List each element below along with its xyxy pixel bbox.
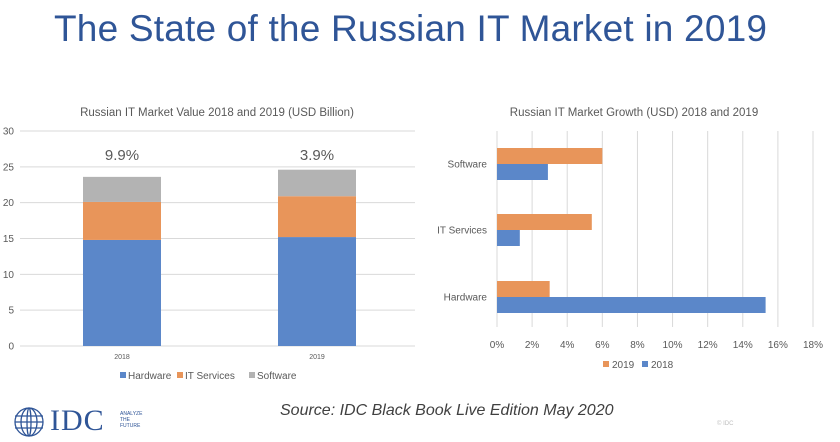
bar-software-2018 (83, 176, 161, 202)
legend-swatch (642, 361, 648, 367)
y-tick-label: 20 (3, 198, 15, 209)
market-growth-chart: Russian IT Market Growth (USD) 2018 and … (437, 107, 823, 371)
x-tick-label: 6% (595, 340, 610, 351)
bar-2018-software (497, 164, 548, 180)
y-tick-label: 30 (3, 127, 15, 138)
x-tick-label: 14% (733, 340, 753, 351)
bar-2019-software (497, 148, 603, 164)
idc-logo-text: IDC (50, 404, 105, 437)
x-tick-label: 2018 (114, 354, 130, 361)
bar-it-services-2018 (83, 201, 161, 240)
x-tick-label: 4% (560, 340, 575, 351)
idc-logo-globe-icon (14, 407, 44, 437)
y-tick-label: 25 (3, 162, 15, 173)
copyright-text: © IDC (717, 421, 734, 427)
x-tick-label: 0% (490, 340, 505, 351)
x-tick-label: 16% (768, 340, 788, 351)
y-tick-label: 0 (8, 342, 14, 353)
legend-label: 2019 (612, 360, 635, 371)
y-category-label: Software (448, 160, 488, 171)
x-tick-label: 8% (630, 340, 645, 351)
bar-hardware-2019 (278, 237, 356, 346)
x-tick-label: 10% (663, 340, 683, 351)
legend-swatch (177, 372, 183, 378)
y-category-label: IT Services (437, 226, 487, 237)
legend-swatch (603, 361, 609, 367)
bar-2019-it-services (497, 214, 592, 230)
bar-software-2019 (278, 169, 356, 197)
bar-hardware-2018 (83, 239, 161, 346)
bar-2019-hardware (497, 281, 550, 297)
chart-title: Russian IT Market Value 2018 and 2019 (U… (80, 107, 354, 119)
bar-2018-hardware (497, 297, 766, 313)
logo-tagline: ANALYZE THE FUTURE (120, 411, 143, 429)
y-tick-label: 15 (3, 234, 15, 245)
growth-annotation: 9.9% (105, 147, 139, 164)
y-tick-label: 5 (8, 306, 14, 317)
page-title: The State of the Russian IT Market in 20… (54, 8, 768, 49)
legend-swatch (249, 372, 255, 378)
y-category-label: Hardware (444, 293, 488, 304)
legend-label: 2018 (651, 360, 674, 371)
bar-it-services-2019 (278, 196, 356, 238)
legend-label: Software (257, 371, 297, 382)
chart-title: Russian IT Market Growth (USD) 2018 and … (510, 107, 758, 119)
market-value-chart: Russian IT Market Value 2018 and 2019 (U… (3, 107, 415, 382)
growth-annotation: 3.9% (300, 147, 334, 164)
source-caption: Source: IDC Black Book Live Edition May … (280, 402, 614, 419)
legend-label: IT Services (185, 371, 235, 382)
x-tick-label: 2019 (309, 354, 325, 361)
legend-label: Hardware (128, 371, 172, 382)
y-tick-label: 10 (3, 270, 15, 281)
x-tick-label: 18% (803, 340, 823, 351)
legend-swatch (120, 372, 126, 378)
bar-2018-it-services (497, 230, 520, 246)
x-tick-label: 2% (525, 340, 540, 351)
x-tick-label: 12% (698, 340, 718, 351)
